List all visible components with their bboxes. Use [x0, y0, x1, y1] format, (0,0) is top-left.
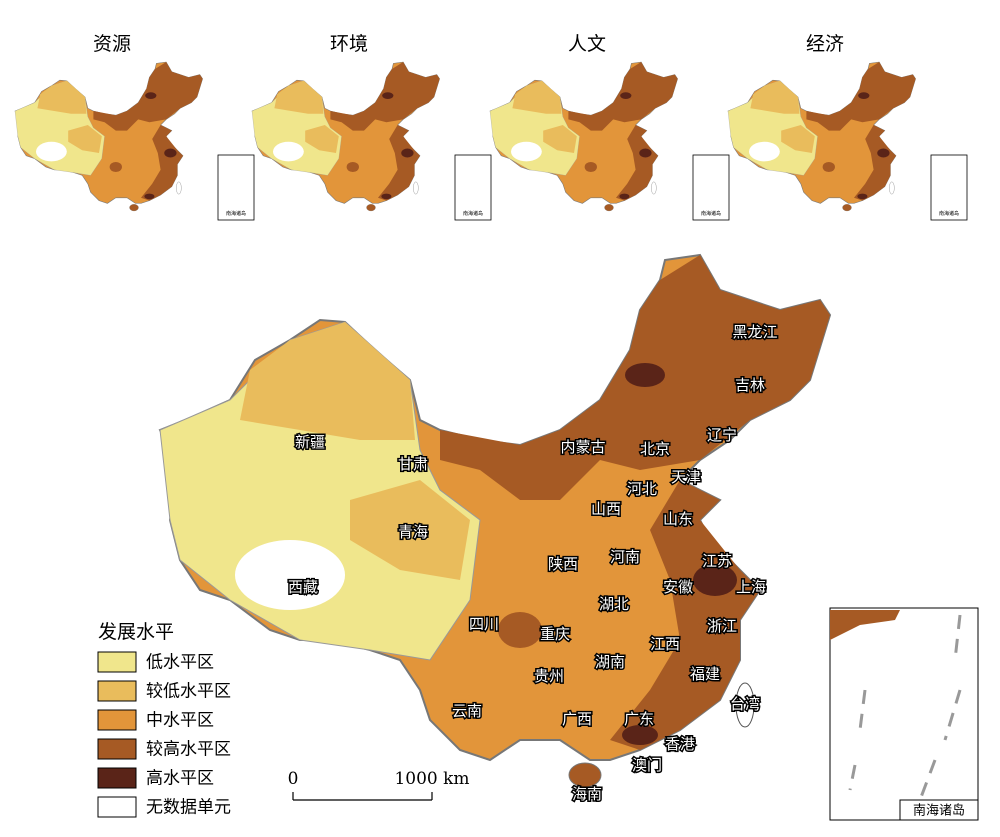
- province-label: 香港: [665, 735, 695, 753]
- province-label: 福建: [690, 665, 720, 683]
- province-label: 海南: [572, 785, 602, 803]
- legend-label: 低水平区: [146, 653, 214, 673]
- province-label: 台湾: [730, 695, 760, 713]
- province-label: 西藏: [288, 578, 318, 596]
- legend-label: 较高水平区: [146, 740, 231, 760]
- scale-bar: 0 1000 km: [288, 769, 470, 801]
- province-label: 澳门: [632, 756, 662, 774]
- legend-swatch: [97, 796, 137, 818]
- small-inset-frame: [692, 154, 730, 221]
- legend-title: 发展水平: [98, 621, 174, 643]
- province-label: 湖北: [599, 595, 629, 613]
- legend-swatch: [97, 767, 137, 789]
- province-label: 湖南: [595, 653, 625, 671]
- legend-swatch: [97, 651, 137, 673]
- province-label: 吉林: [735, 376, 765, 394]
- province-label: 黑龙江: [732, 323, 777, 341]
- province-label: 云南: [452, 702, 482, 720]
- legend-swatch: [97, 680, 137, 702]
- province-label: 新疆: [295, 433, 325, 451]
- legend-label: 无数据单元: [146, 798, 231, 818]
- small-map-title: 环境: [330, 33, 368, 55]
- province-label: 陕西: [548, 555, 578, 573]
- scale-label: 0: [288, 769, 299, 789]
- province-label: 辽宁: [707, 426, 737, 444]
- legend-label: 高水平区: [146, 769, 214, 789]
- province-label: 山西: [591, 500, 621, 518]
- province-label: 甘肃: [398, 455, 428, 473]
- small-map: [489, 61, 678, 212]
- province-label: 天津: [671, 468, 701, 486]
- inset-label: 南海诸岛: [913, 803, 965, 819]
- small-inset-label: 南海诸岛: [701, 210, 721, 217]
- province-label: 上海: [736, 578, 766, 596]
- inset-dashes: [848, 614, 962, 801]
- small-inset-label: 南海诸岛: [463, 210, 483, 217]
- small-inset-frame: [454, 154, 492, 221]
- province-label: 内蒙古: [560, 438, 605, 456]
- small-map-title: 人文: [568, 33, 606, 55]
- small-inset-label: 南海诸岛: [939, 210, 959, 217]
- scale-label: 1000 km: [394, 769, 469, 789]
- inset-label-box: [899, 799, 979, 821]
- province-label: 四川: [469, 615, 499, 633]
- province-label: 河南: [610, 548, 640, 566]
- small-map: [14, 61, 203, 212]
- legend-label: 中水平区: [146, 711, 214, 731]
- small-map: [727, 61, 916, 212]
- small-inset-label: 南海诸岛: [226, 210, 246, 217]
- province-label: 江西: [650, 635, 680, 653]
- small-inset-frame: [930, 154, 968, 221]
- province-label: 山东: [663, 510, 693, 528]
- province-label: 河北: [627, 480, 657, 498]
- small-inset-frame: [217, 154, 255, 221]
- province-label: 贵州: [534, 667, 564, 685]
- small-map-title: 资源: [93, 33, 131, 55]
- small-map: [251, 61, 440, 212]
- legend-swatch: [97, 709, 137, 731]
- province-label: 浙江: [707, 617, 737, 635]
- legend-label: 较低水平区: [146, 682, 231, 702]
- province-label: 青海: [398, 523, 428, 541]
- province-label: 安徽: [663, 578, 693, 596]
- province-label: 广西: [562, 710, 592, 728]
- province-label: 北京: [640, 440, 670, 458]
- province-label: 重庆: [540, 625, 570, 643]
- province-label: 江苏: [702, 552, 732, 570]
- inset-coast: [830, 610, 900, 640]
- province-label: 广东: [624, 710, 654, 728]
- small-map-title: 经济: [806, 33, 844, 55]
- legend-swatch: [97, 738, 137, 760]
